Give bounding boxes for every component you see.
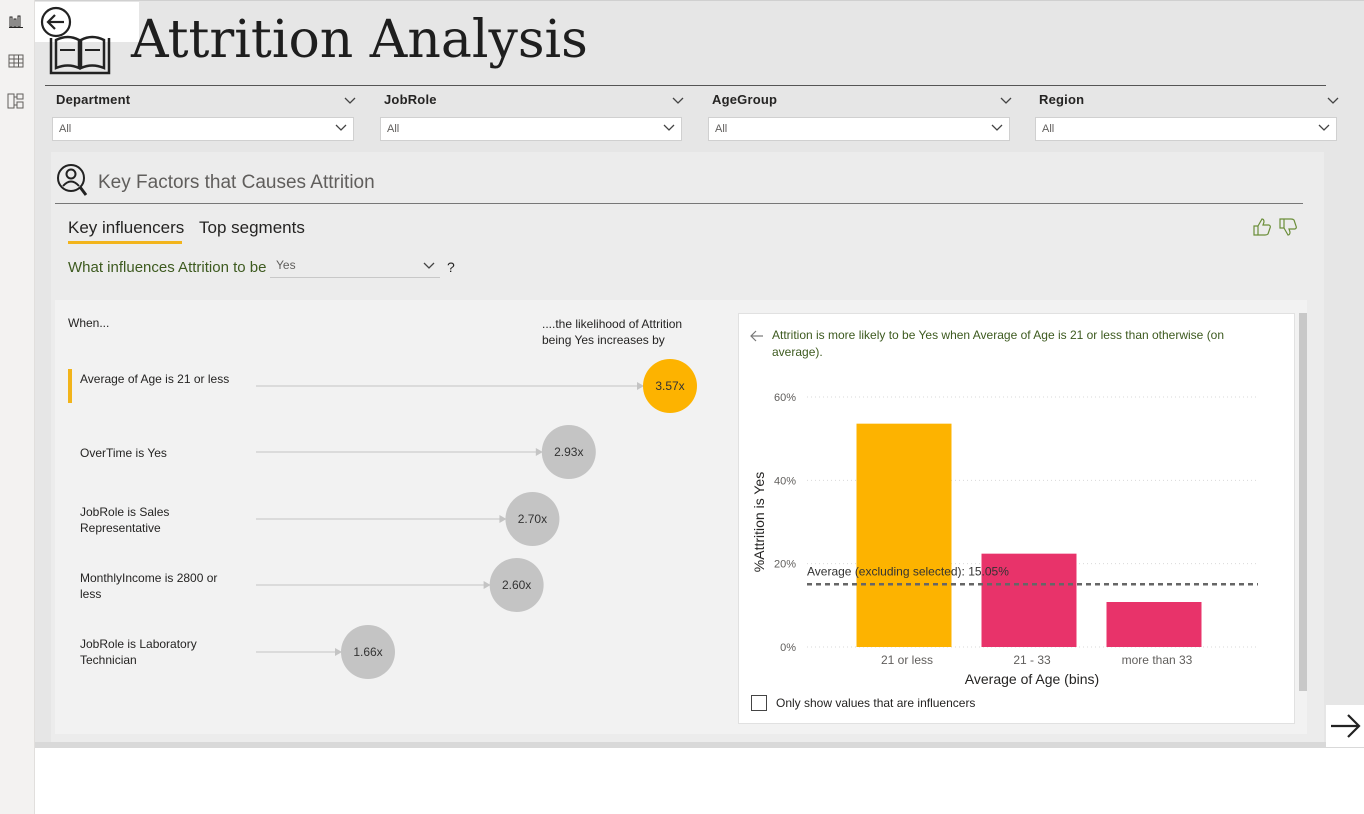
active-tab-indicator: [68, 241, 182, 244]
detail-chart-card: [738, 313, 1295, 724]
influencer-bubble[interactable]: [505, 492, 560, 546]
thumbs-up-icon[interactable]: [1252, 217, 1272, 237]
chevron-down-icon[interactable]: [672, 93, 684, 108]
slicer-label: AgeGroup: [712, 92, 778, 107]
chevron-down-icon: [1318, 123, 1330, 135]
likelihood-label: ....the likelihood of Attrition being Ye…: [542, 317, 683, 347]
bar[interactable]: [981, 553, 1077, 647]
x-axis-title: Average of Age (bins): [965, 671, 1099, 687]
arrowhead-icon: [535, 448, 543, 456]
influencer-label[interactable]: JobRole is Laboratory Technician: [80, 637, 197, 667]
report-view-icon[interactable]: [5, 10, 27, 32]
back-arrow-icon[interactable]: [40, 6, 72, 38]
selected-indicator: [68, 369, 72, 403]
influencer-bubble[interactable]: [489, 558, 544, 612]
user-search-icon: [56, 163, 88, 197]
influencer-bubble[interactable]: [643, 359, 697, 413]
slicer-value: All: [1042, 123, 1055, 135]
scrollbar[interactable]: [1299, 313, 1307, 691]
slicer-dropdown[interactable]: All: [708, 117, 1010, 141]
influencer-row[interactable]: 3.57x: [256, 359, 697, 413]
panel-divider: [55, 203, 1303, 204]
influencer-value: 2.70x: [518, 512, 547, 526]
y-tick-label: 40%: [774, 475, 796, 487]
chevron-down-icon: [335, 123, 347, 135]
slicer-department[interactable]: Department All: [52, 92, 356, 144]
chevron-down-icon: [663, 123, 675, 135]
y-tick-label: 0%: [780, 642, 796, 654]
slicer-jobrole[interactable]: JobRole All: [380, 92, 684, 144]
influencer-row[interactable]: 1.66x: [256, 625, 395, 679]
canvas-edge: [35, 742, 1364, 748]
book-icon: [48, 18, 112, 76]
panel-title: Key Factors that Causes Attrition: [98, 172, 375, 193]
influencer-row[interactable]: 2.70x: [256, 492, 560, 546]
when-label: When...: [68, 316, 110, 330]
slicer-region[interactable]: Region All: [1035, 92, 1339, 144]
chevron-down-icon: [991, 123, 1003, 135]
thumbs-down-icon[interactable]: [1278, 217, 1298, 237]
influencer-description: Attrition is more likely to be Yes when …: [772, 328, 1225, 359]
checkbox-label: Only show values that are influencers: [776, 696, 976, 710]
influencer-bubble[interactable]: [341, 625, 395, 679]
chevron-down-icon: [423, 259, 435, 273]
bar[interactable]: [1106, 602, 1202, 647]
x-tick-label: more than 33: [1122, 653, 1193, 667]
influencers-only-checkbox[interactable]: [751, 695, 767, 711]
y-tick-label: 60%: [774, 392, 796, 404]
tab-top-segments[interactable]: Top segments: [199, 218, 305, 237]
average-line-label: Average (excluding selected): 15.05%: [807, 564, 1009, 578]
influencer-value: 2.60x: [502, 578, 531, 592]
arrowhead-icon: [483, 581, 491, 589]
page-title: Attrition Analysis: [131, 10, 588, 70]
influencer-value: 1.66x: [353, 645, 382, 659]
influencer-value: 2.93x: [554, 445, 583, 459]
bar[interactable]: [856, 423, 952, 647]
dropdown-value: Yes: [276, 258, 296, 272]
slicer-value: All: [715, 123, 728, 135]
y-axis-title: %Attrition is Yes: [751, 472, 767, 572]
chevron-down-icon[interactable]: [1000, 93, 1012, 108]
back-arrow-icon[interactable]: [750, 329, 764, 347]
slicer-value: All: [59, 123, 72, 135]
question-suffix: ?: [447, 259, 455, 275]
x-tick-label: 21 or less: [881, 653, 933, 667]
slicer-label: Department: [56, 92, 131, 107]
attrition-value-dropdown[interactable]: Yes: [270, 252, 440, 278]
data-view-icon[interactable]: [5, 50, 27, 72]
slicer-label: Region: [1039, 92, 1085, 107]
title-divider: [45, 85, 1326, 86]
influencer-label[interactable]: MonthlyIncome is 2800 or less: [80, 571, 218, 601]
chevron-down-icon[interactable]: [1327, 93, 1339, 108]
next-page-button[interactable]: [1326, 705, 1364, 747]
influencer-row[interactable]: 2.93x: [256, 425, 596, 479]
slicer-dropdown[interactable]: All: [52, 117, 354, 141]
arrowhead-icon: [499, 515, 507, 523]
influencer-value: 3.57x: [655, 379, 684, 393]
arrowhead-icon: [637, 382, 644, 390]
slicer-label: JobRole: [384, 92, 437, 107]
influencer-label[interactable]: OverTime is Yes: [80, 446, 167, 460]
view-rail: [0, 0, 35, 814]
question-prefix: What influences Attrition to be: [68, 259, 267, 276]
arrowhead-icon: [335, 648, 342, 656]
slicer-value: All: [387, 123, 400, 135]
tab-key-influencers[interactable]: Key influencers: [68, 218, 185, 237]
influencer-label[interactable]: JobRole is Sales Representative: [80, 505, 170, 535]
model-view-icon[interactable]: [5, 90, 27, 112]
chevron-down-icon[interactable]: [344, 93, 356, 108]
slicer-dropdown[interactable]: All: [380, 117, 682, 141]
influencer-row[interactable]: 2.60x: [256, 558, 544, 612]
slicer-agegroup[interactable]: AgeGroup All: [708, 92, 1012, 144]
influencer-label[interactable]: Average of Age is 21 or less: [80, 372, 230, 386]
slicer-dropdown[interactable]: All: [1035, 117, 1337, 141]
influencer-bubble[interactable]: [541, 425, 596, 479]
y-tick-label: 20%: [774, 559, 796, 571]
x-tick-label: 21 - 33: [1013, 653, 1051, 667]
